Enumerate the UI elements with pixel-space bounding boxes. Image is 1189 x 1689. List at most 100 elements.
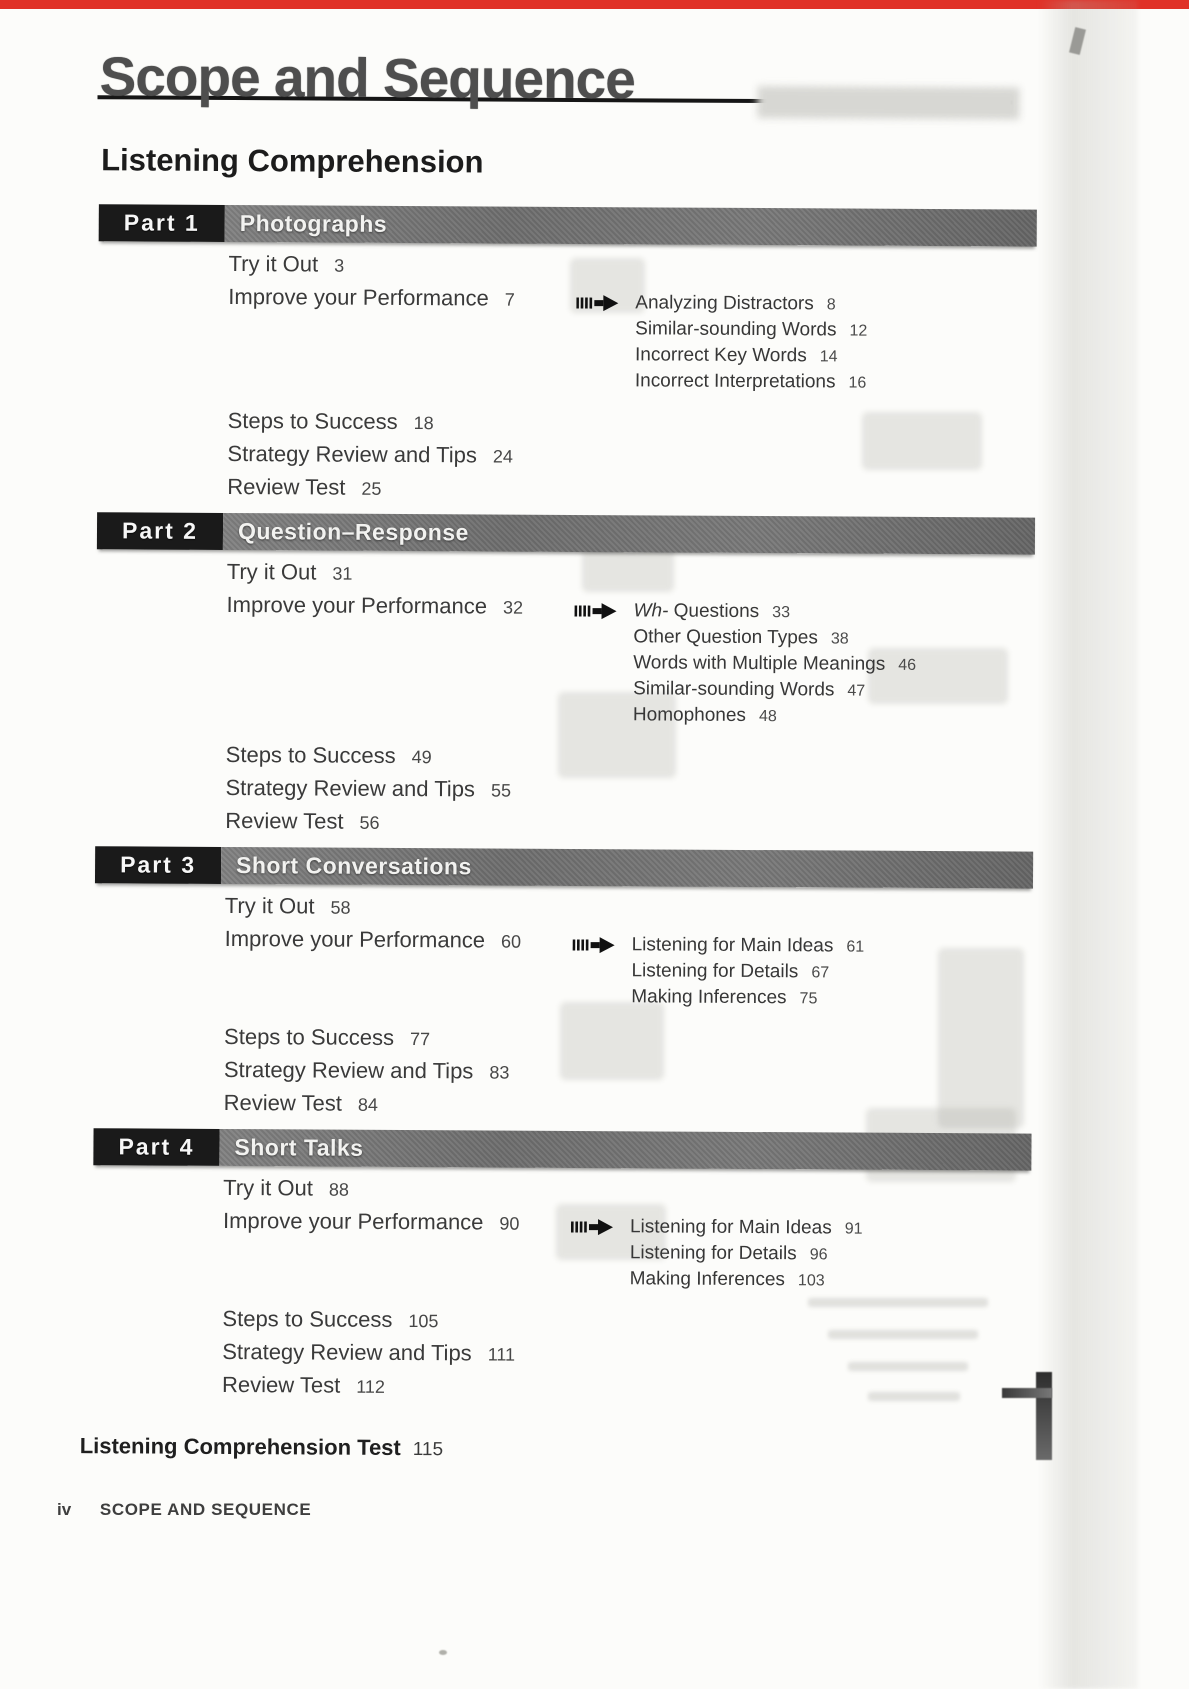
subtopic-entry: Incorrect Key Words 14 (635, 342, 867, 369)
entry-label: Strategy Review and Tips (227, 440, 477, 468)
toc-entry: Steps to Success 18 (228, 405, 1036, 443)
entry-page: 55 (490, 780, 512, 801)
entry-label: Listening for Details (629, 1242, 797, 1265)
entry-label: Improve your Performance (222, 1207, 484, 1235)
part-section: Part 1 Photographs Try it Out 3 Improve y… (97, 203, 1037, 510)
scan-artifact (439, 1650, 447, 1655)
entry-label: Try it Out (226, 558, 317, 585)
entry-label: Steps to Success (225, 741, 396, 768)
bleedthrough-artifact (848, 1362, 968, 1371)
part-number-chip: Part 1 (98, 203, 225, 242)
entry-page: 16 (848, 374, 867, 392)
entry-page: 24 (492, 446, 513, 467)
subtopic-entry: Listening for Details 96 (630, 1240, 863, 1267)
entry-page: 84 (357, 1094, 378, 1115)
entry-page: 3 (334, 255, 345, 276)
bleedthrough-artifact (938, 948, 1024, 1128)
entry-label: Strategy Review and Tips (222, 1338, 472, 1366)
arrow-icon (572, 936, 615, 953)
entry-label: Review Test (225, 807, 344, 834)
entry-label: Improve your Performance (224, 925, 486, 953)
part-title-label: Photographs (239, 209, 388, 237)
entry-label: Strategy Review and Tips (225, 774, 476, 802)
subtopic-entry: Wh- Questions 33 (633, 598, 916, 626)
entry-page: 88 (328, 1179, 349, 1200)
entry-label: Try it Out (228, 250, 319, 277)
entry-label: Words with Multiple Meanings (633, 652, 886, 675)
part-title-bar: Question–Response (222, 512, 1036, 555)
subtopic-entry: Words with Multiple Meanings 46 (633, 650, 916, 678)
page-title-text: Scope and Sequence (99, 45, 636, 111)
part-title-label: Short Conversations (236, 851, 472, 880)
entry-page: 46 (898, 656, 917, 674)
toc-entry: Strategy Review and Tips 83 (224, 1054, 1032, 1092)
part-body: Try it Out 31 Improve your Performance 32 (95, 549, 1035, 844)
toc-entry: Try it Out 3 (228, 248, 1036, 286)
toc-entry: Strategy Review and Tips 24 (227, 438, 1035, 476)
bleedthrough-artifact (868, 648, 1008, 704)
subtopic-block: Listening for Main Ideas 91 Listening for … (570, 1207, 863, 1294)
subtopic-entry: Making Inferences 103 (630, 1266, 863, 1293)
part-title-label: Question–Response (237, 517, 469, 546)
entry-page: 77 (410, 1028, 431, 1049)
toc-entry: Strategy Review and Tips 111 (222, 1336, 1030, 1374)
part-section: Part 4 Short Talks Try it Out 88 Improve … (92, 1127, 1032, 1408)
entry-label: Steps to Success (222, 1305, 393, 1332)
entry-label: Questions (673, 600, 760, 622)
entry-label: Listening for Main Ideas (631, 934, 834, 957)
toc-entry: Improve your Performance 7 (228, 281, 576, 316)
toc-row: Improve your Performance 60 Listeni (224, 923, 1032, 1013)
entry-page: 115 (412, 1438, 444, 1460)
entry-label: Homophones (632, 704, 747, 726)
toc-entry: Steps to Success 49 (226, 739, 1034, 777)
toc-entry-group: Steps to Success 49 Strategy Review and Ti… (225, 739, 1034, 843)
entry-label: Listening for Details (631, 960, 799, 983)
subtopic-block: Listening for Main Ideas 61 Listening for … (572, 925, 864, 1012)
section-title: Listening Comprehension (101, 141, 484, 180)
toc-entry: Improve your Performance 60 (225, 923, 573, 958)
arrow-icon (570, 1218, 614, 1235)
entry-label: Listening for Main Ideas (629, 1216, 832, 1239)
entry-label: Listening Comprehension Test (79, 1432, 401, 1460)
entry-label: Making Inferences (631, 986, 787, 1008)
entry-page: 38 (830, 630, 849, 648)
subtopic-entry: Other Question Types 38 (633, 624, 916, 652)
entry-page: 8 (826, 296, 836, 314)
entry-page: 96 (809, 1246, 828, 1264)
bleedthrough-artifact (868, 1392, 960, 1401)
entry-page: 91 (844, 1220, 863, 1238)
toc-entry: Try it Out 88 (223, 1172, 1031, 1210)
page-title: Scope and Sequence (97, 45, 1013, 111)
subtopic-entry: Similar-sounding Words 12 (635, 316, 867, 343)
entry-label: Review Test (222, 1371, 341, 1398)
entry-page: 67 (811, 964, 830, 982)
subtopic-block: Wh- Questions 33 Other Question Types 38 Wor… (574, 591, 917, 730)
entry-label: Analyzing Distractors (635, 292, 814, 315)
entry-page: 56 (359, 812, 380, 833)
entry-page: 105 (408, 1310, 439, 1331)
part-title-bar: Short Talks (219, 1128, 1032, 1171)
entry-page: 60 (501, 931, 522, 952)
entry-page: 75 (799, 990, 818, 1008)
scan-edge-shading (1038, 0, 1138, 1689)
scan-red-edge (0, 0, 1189, 9)
footer-running-title: SCOPE AND SEQUENCE (99, 1500, 312, 1519)
toc-entry: Review Test 84 (224, 1087, 1032, 1125)
masthead: Scope and Sequence (97, 45, 1039, 120)
entry-label: Improve your Performance (226, 591, 488, 619)
entry-page: 49 (411, 746, 432, 767)
toc-entry: Strategy Review and Tips 55 (225, 772, 1033, 810)
scan-ink-mark (1002, 1388, 1052, 1398)
toc-entry-group: Steps to Success 77 Strategy Review and Ti… (224, 1021, 1033, 1125)
arrow-icon (574, 602, 617, 619)
part-title-label: Short Talks (234, 1133, 364, 1161)
part-number-chip: Part 2 (96, 511, 224, 550)
part-number-label: Part 2 (121, 517, 199, 544)
entry-label-italic: Wh- (633, 600, 669, 622)
subtopic-entry: Incorrect Interpretations 16 (635, 368, 867, 395)
entry-label: Incorrect Interpretations (634, 370, 836, 393)
subtopic-entry: Similar-sounding Words 47 (633, 676, 916, 704)
part-number-label: Part 1 (123, 209, 200, 236)
table-of-contents: Part 1 Photographs Try it Out 3 Improve y… (92, 203, 1037, 1408)
